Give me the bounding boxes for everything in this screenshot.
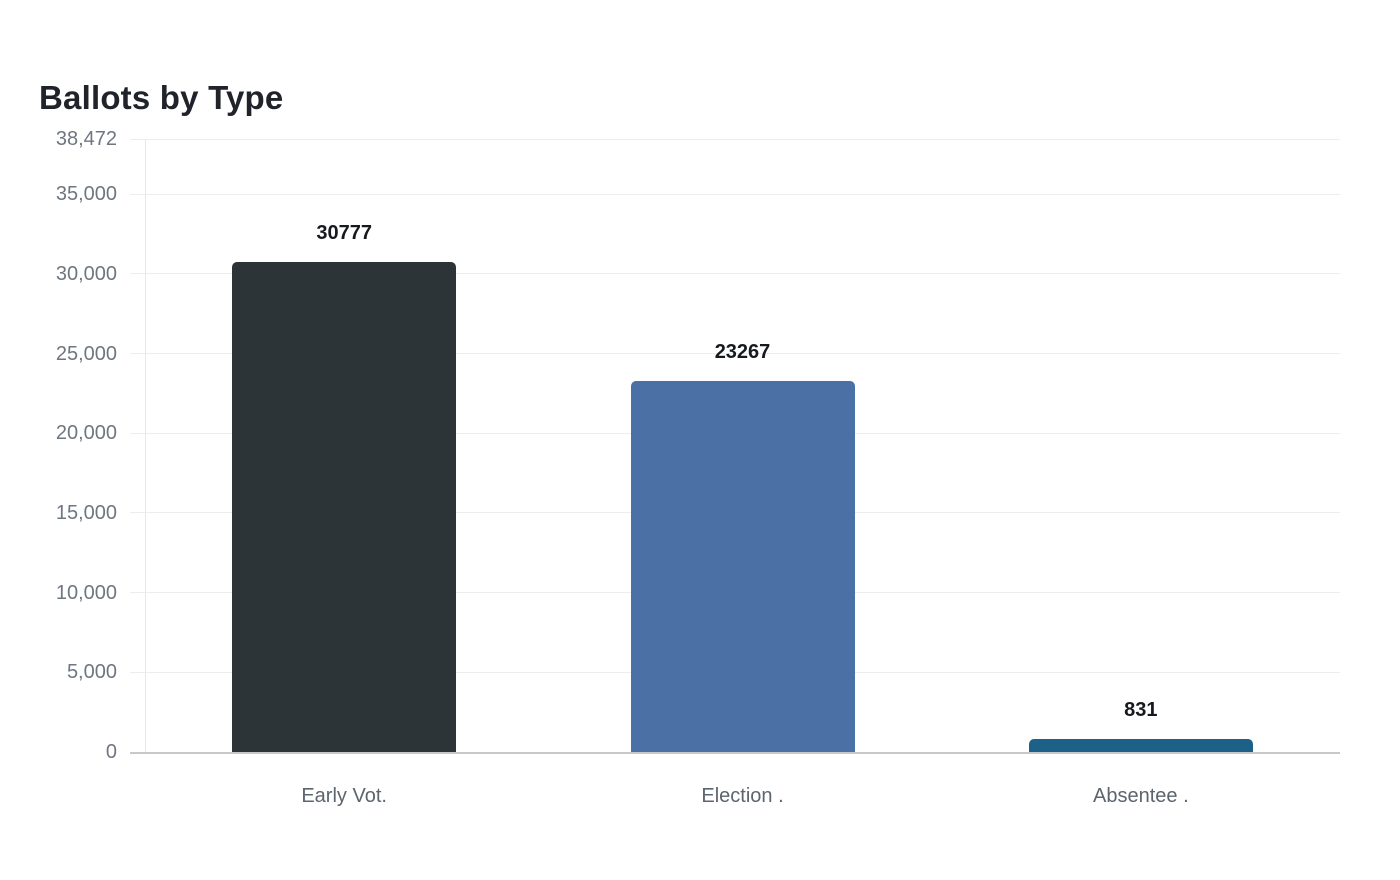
y-axis-tick-label: 10,000 [55,581,117,604]
bar-value-label: 831 [1124,698,1158,721]
y-axis-tick-label: 38,472 [55,128,117,150]
bar-election [630,381,855,752]
y-axis-tick-label: 15,000 [55,501,117,524]
y-axis-tick-label: 25,000 [55,342,117,365]
gridline [130,193,1340,195]
y-axis-tick-label: 35,000 [55,183,117,206]
gridline [130,273,1340,275]
y-axis-tick-label: 5,000 [66,661,117,684]
x-axis-label: Early Vot. [301,785,387,807]
y-axis-tick-label: 20,000 [55,422,117,445]
bar-early-vot [232,261,457,752]
chart-title: Ballots by Type [39,79,284,117]
y-axis-tick-label: 0 [105,741,117,763]
bar-value-label: 23267 [714,341,771,364]
gridline [130,138,1340,140]
x-axis-label: Absentee . [1093,785,1189,807]
x-axis-line [130,752,1340,754]
gridline [130,353,1340,355]
bar-value-label: 30777 [316,221,372,244]
y-axis-tick-label: 30,000 [55,262,117,285]
x-axis-label: Election . [701,785,784,807]
plot-left-border [145,139,146,752]
bar-absentee [1028,738,1253,752]
